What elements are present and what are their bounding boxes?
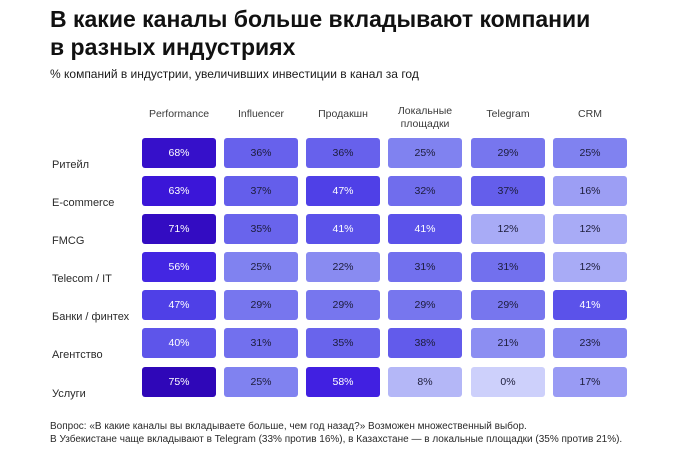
heatmap-cell: 23% (553, 328, 627, 358)
heatmap-cell: 29% (471, 290, 545, 320)
heatmap-cell: 75% (142, 367, 216, 397)
heatmap-cell: 41% (388, 214, 462, 244)
heatmap-cell: 0% (471, 367, 545, 397)
heatmap-cell: 41% (553, 290, 627, 320)
heatmap-cell: 31% (388, 252, 462, 282)
row-label: FMCG (52, 235, 85, 247)
heatmap-cell: 29% (224, 290, 298, 320)
heatmap-cell: 35% (306, 328, 380, 358)
heatmap-cell: 36% (224, 138, 298, 168)
heatmap-cell: 41% (306, 214, 380, 244)
heatmap-cell: 12% (553, 214, 627, 244)
heatmap-cell: 25% (388, 138, 462, 168)
heatmap-cell: 17% (553, 367, 627, 397)
column-header: Performance (148, 108, 210, 120)
heatmap-cell: 38% (388, 328, 462, 358)
heatmap-cell: 8% (388, 367, 462, 397)
column-header: Продакшн (318, 108, 368, 120)
column-header: Локальные площадки (397, 105, 453, 130)
row-label: Telecom / IT (52, 273, 112, 285)
heatmap-cell: 36% (306, 138, 380, 168)
heatmap-cell: 35% (224, 214, 298, 244)
chart-title: В какие каналы больше вкладывают компани… (50, 6, 591, 60)
heatmap-cell: 31% (224, 328, 298, 358)
row-label: Ритейл (52, 159, 90, 171)
heatmap-cell: 29% (388, 290, 462, 320)
heatmap-cell: 29% (306, 290, 380, 320)
heatmap-cell: 16% (553, 176, 627, 206)
heatmap-cell: 25% (224, 252, 298, 282)
column-header: CRM (578, 108, 602, 120)
chart-subtitle: % компаний в индустрии, увеличивших инве… (50, 67, 419, 81)
heatmap-cell: 25% (224, 367, 298, 397)
heatmap-cell: 63% (142, 176, 216, 206)
heatmap-cell: 21% (471, 328, 545, 358)
heatmap-cell: 22% (306, 252, 380, 282)
footnote: Вопрос: «В какие каналы вы вкладываете б… (50, 421, 623, 445)
heatmap-cell: 40% (142, 328, 216, 358)
heatmap-cell: 71% (142, 214, 216, 244)
heatmap-cell: 12% (471, 214, 545, 244)
row-label: E-commerce (52, 197, 115, 209)
heatmap-cell: 68% (142, 138, 216, 168)
heatmap-cell: 25% (553, 138, 627, 168)
heatmap-cell: 12% (553, 252, 627, 282)
heatmap-cell: 37% (224, 176, 298, 206)
column-header: Influencer (237, 108, 285, 120)
row-label: Услуги (52, 388, 86, 400)
column-header: Telegram (486, 108, 530, 120)
heatmap-cell: 29% (471, 138, 545, 168)
heatmap-cell: 47% (142, 290, 216, 320)
heatmap-cell: 47% (306, 176, 380, 206)
heatmap-cell: 31% (471, 252, 545, 282)
heatmap-cell: 56% (142, 252, 216, 282)
row-label: Банки / финтех (52, 311, 130, 323)
row-label: Агентство (52, 349, 103, 361)
heatmap-cell: 32% (388, 176, 462, 206)
heatmap-cell: 37% (471, 176, 545, 206)
heatmap-cell: 58% (306, 367, 380, 397)
